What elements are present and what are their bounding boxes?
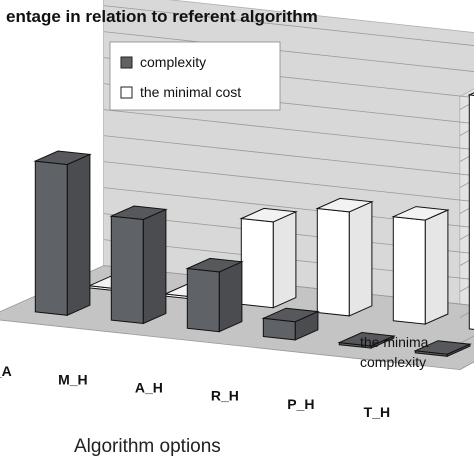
legend-label-complexity: complexity <box>140 54 206 70</box>
bar-minimal-cost-P_H <box>391 206 450 325</box>
gridline <box>103 187 474 292</box>
bar-minimal-cost-R_H <box>315 197 374 317</box>
bar-complexity-P_H <box>337 331 396 349</box>
bar-complexity-R_H <box>261 307 320 341</box>
gridline <box>103 109 474 214</box>
x-tick-P_H: P_H <box>287 396 314 412</box>
legend: complexity the minimal cost <box>109 41 281 111</box>
x-tick-R_H: R_H <box>211 388 239 404</box>
bar-complexity-T_H <box>413 340 472 358</box>
depth-label-complexity: complexity <box>360 354 426 370</box>
bar-complexity-A_H <box>185 257 244 333</box>
gridline <box>103 135 474 240</box>
depth-label-minimal-cost: the minima <box>360 334 429 350</box>
x-tick-M_H: M_H <box>58 371 88 387</box>
chart-title: entage in relation to referent algorithm <box>6 7 318 26</box>
x-tick-labels: ic_A M_H A_H R_H P_H T_H <box>0 363 390 420</box>
gridline <box>103 5 474 110</box>
gridline <box>103 161 474 266</box>
bar-complexity-M_H <box>109 205 168 325</box>
x-axis-label: Algorithm options <box>74 436 221 457</box>
legend-label-minimal-cost: the minimal cost <box>140 84 241 100</box>
legend-box <box>109 41 281 111</box>
bar-minimal-cost-T_H <box>467 92 474 330</box>
bar-minimal-cost-A_H <box>239 207 298 309</box>
legend-swatch-complexity <box>120 56 133 69</box>
legend-swatch-minimal-cost <box>120 86 133 99</box>
x-tick-A_H: A_H <box>135 380 163 396</box>
x-tick-ic_A: ic_A <box>0 363 12 379</box>
bars <box>33 92 474 358</box>
bar-complexity-ic_A <box>33 150 92 317</box>
x-tick-T_H: T_H <box>364 404 390 420</box>
